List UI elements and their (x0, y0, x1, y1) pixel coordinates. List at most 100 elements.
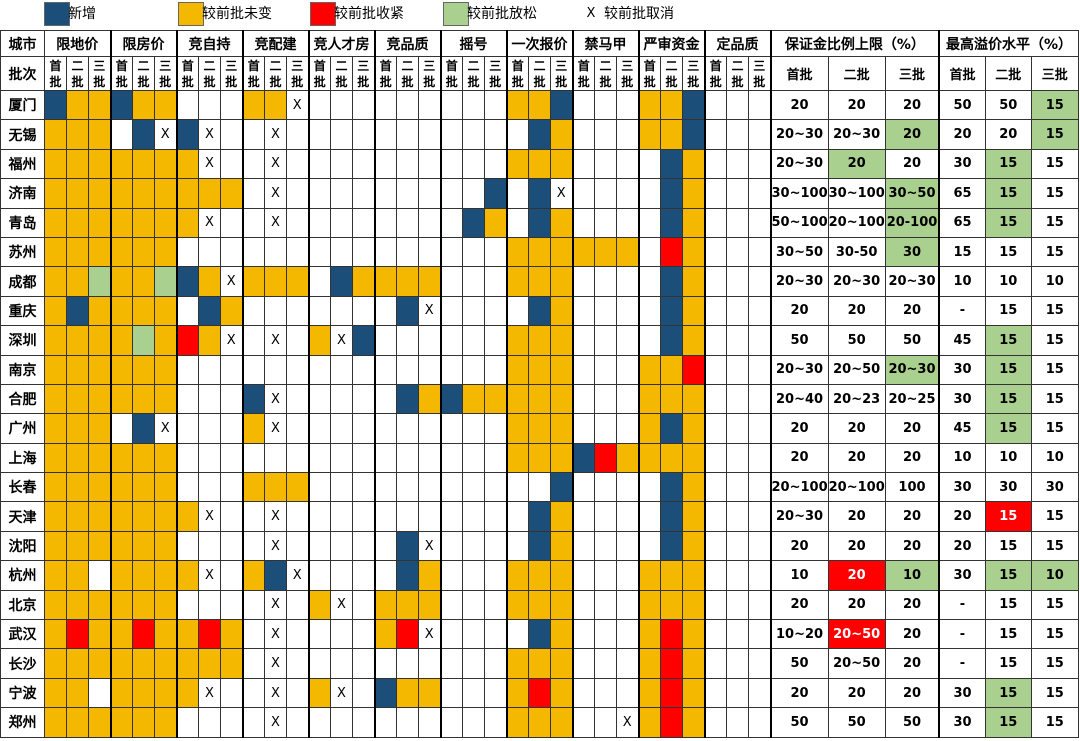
policy-cell (484, 119, 508, 150)
policy-cell (528, 119, 551, 150)
policy-cell (638, 677, 661, 709)
policy-cell: X (264, 677, 287, 709)
policy-cell (352, 472, 376, 503)
policy-cell (154, 295, 178, 327)
table-row: 成都 X 20~30 20~30 20~30 10 10 10 (0, 266, 1079, 297)
premium-cell: 50 (938, 89, 986, 121)
policy-cell (198, 178, 221, 209)
policy-cell (704, 325, 727, 356)
policy-cell (484, 295, 508, 327)
policy-cell (220, 648, 244, 679)
policy-cell (110, 707, 133, 738)
policy-cell (748, 295, 772, 327)
deposit-cell: 20-100 (884, 207, 941, 238)
deposit-cell: 20 (884, 677, 941, 709)
header-group-9: 禁马甲 (572, 30, 640, 57)
policy-cell (198, 589, 221, 621)
policy-cell (220, 354, 244, 385)
policy-cell (660, 354, 683, 385)
policy-cell (440, 707, 463, 738)
policy-cell (484, 354, 508, 385)
policy-cell (176, 89, 199, 121)
header-batch-cell: 首批 (176, 56, 199, 91)
policy-cell (704, 677, 727, 709)
policy-cell (572, 442, 595, 474)
policy-cell (374, 707, 397, 738)
policy-cell (198, 89, 221, 121)
policy-cell: X (264, 178, 287, 209)
policy-cell (66, 207, 89, 238)
policy-cell (528, 648, 551, 679)
policy-cell (330, 501, 353, 532)
policy-cell (308, 89, 331, 121)
policy-cell (418, 266, 442, 297)
table-row: 长沙 X 50 20~50 20-15 15 (0, 648, 1079, 679)
premium-cell: 10 (984, 442, 1032, 474)
policy-cell (220, 442, 244, 474)
policy-cell (440, 648, 463, 679)
policy-cell (88, 266, 112, 297)
policy-cell (748, 677, 772, 709)
premium-cell: 15 (984, 677, 1032, 709)
policy-cell: X (418, 530, 442, 562)
policy-cell (506, 560, 529, 591)
premium-cell: 15 (984, 707, 1032, 738)
policy-cell (704, 442, 727, 474)
policy-cell (748, 89, 772, 121)
policy-cell (374, 148, 397, 180)
policy-cell (418, 148, 442, 180)
policy-cell (484, 560, 508, 591)
policy-cell (550, 236, 574, 268)
premium-cell: 15 (1030, 619, 1079, 650)
policy-cell (110, 325, 133, 356)
policy-cell (220, 589, 244, 621)
policy-cell (242, 148, 265, 180)
policy-cell (286, 236, 310, 268)
policy-cell (220, 89, 244, 121)
policy-cell (308, 677, 331, 709)
policy-cell (682, 472, 706, 503)
policy-cell (132, 413, 155, 444)
deposit-cell: 20 (827, 677, 886, 709)
policy-cell (484, 707, 508, 738)
policy-cell (242, 501, 265, 532)
policy-cell (572, 119, 595, 150)
policy-cell (748, 383, 772, 415)
deposit-cell: 20~30 (770, 119, 829, 150)
policy-cell (638, 707, 661, 738)
policy-cell (198, 413, 221, 444)
policy-cell (418, 442, 442, 474)
premium-cell: 20 (938, 119, 986, 150)
header-batch-cell: 首批 (308, 56, 331, 91)
policy-cell (396, 266, 419, 297)
policy-cell (88, 648, 112, 679)
policy-cell (220, 207, 244, 238)
policy-cell (528, 325, 551, 356)
deposit-cell: 20~30 (827, 119, 886, 150)
policy-cell (506, 148, 529, 180)
policy-cell (374, 383, 397, 415)
policy-cell (462, 178, 485, 209)
policy-cell (374, 648, 397, 679)
policy-cell (550, 677, 574, 709)
policy-cell (748, 501, 772, 532)
policy-cell (330, 707, 353, 738)
policy-cell (660, 530, 683, 562)
legend-label-loose: 较前批放松 (467, 6, 537, 22)
policy-cell (506, 677, 529, 709)
policy-cell (440, 677, 463, 709)
policy-table: 城市 限地价 限房价 竞自持 竞配建 竞人才房 竞品质 摇号 一次报价 禁马甲 严审资金 定品质 保证金… (0, 30, 1079, 738)
policy-cell (286, 413, 310, 444)
header-batch-cell: 三批 (682, 56, 706, 91)
policy-cell (704, 648, 727, 679)
legend-swatch-new (44, 2, 70, 26)
policy-cell (682, 236, 706, 268)
policy-cell (528, 295, 551, 327)
policy-cell (396, 295, 419, 327)
policy-cell (726, 325, 749, 356)
policy-cell (704, 472, 727, 503)
premium-cell: 15 (1030, 119, 1079, 150)
policy-cell (66, 560, 89, 591)
deposit-cell: 20 (770, 530, 829, 562)
policy-cell (88, 589, 112, 621)
